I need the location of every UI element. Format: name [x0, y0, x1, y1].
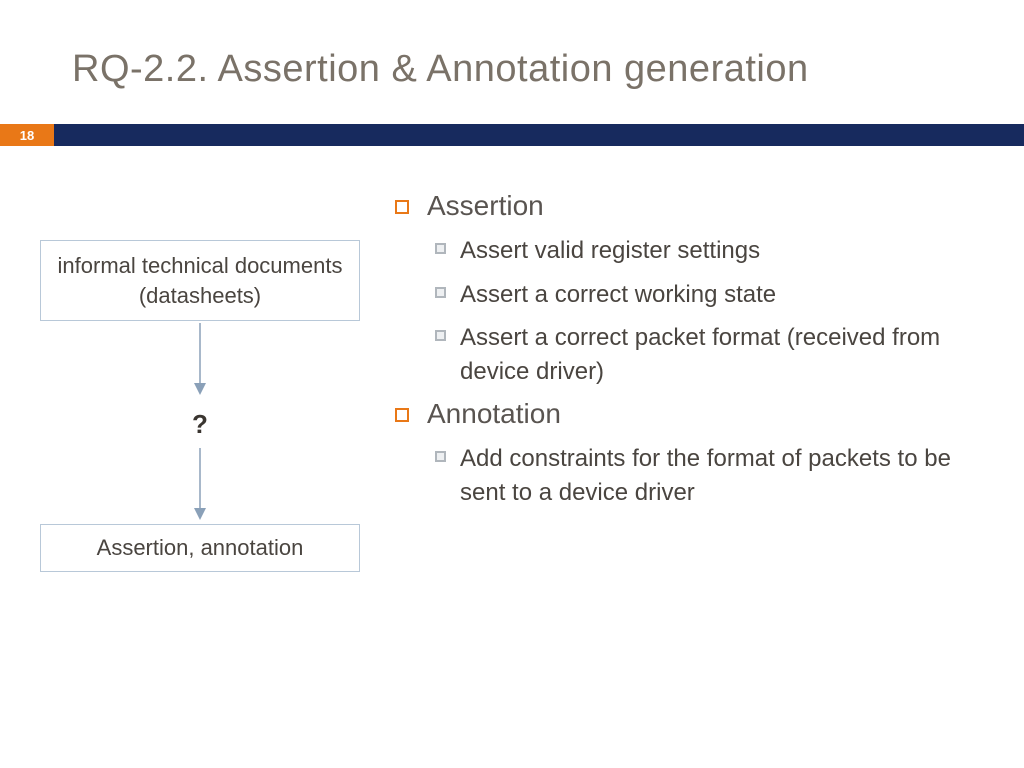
outline-item: Assertion: [395, 190, 985, 222]
page-number-badge: 18: [0, 124, 54, 146]
header-bar-fill: [54, 124, 1024, 146]
outline-l2-text: Add constraints for the format of packet…: [460, 442, 985, 509]
outline-subitem: Assert a correct packet format (received…: [435, 321, 985, 388]
outline-subitem: Assert valid register settings: [435, 234, 985, 268]
slide-title: RQ-2.2. Assertion & Annotation generatio…: [72, 48, 809, 91]
sub-square-bullet-icon: [435, 330, 446, 341]
outline-item: Annotation: [395, 398, 985, 430]
outline-l2-text: Assert a correct working state: [460, 278, 776, 312]
sub-square-bullet-icon: [435, 243, 446, 254]
outline-l1-label: Assertion: [427, 190, 544, 222]
diagram-top-box: informal technical documents (datasheets…: [40, 240, 360, 321]
diagram-bottom-box: Assertion, annotation: [40, 524, 360, 572]
header-bar: 18: [0, 124, 1024, 146]
outline-l2-text: Assert a correct packet format (received…: [460, 321, 985, 388]
outline-l2-text: Assert valid register settings: [460, 234, 760, 268]
square-bullet-icon: [395, 200, 409, 214]
outline-subitem: Add constraints for the format of packet…: [435, 442, 985, 509]
diagram-arrow-1: [40, 321, 360, 399]
sub-square-bullet-icon: [435, 287, 446, 298]
square-bullet-icon: [395, 408, 409, 422]
diagram-arrow-2: [40, 446, 360, 524]
diagram-question-mark: ?: [40, 409, 360, 440]
sub-square-bullet-icon: [435, 451, 446, 462]
outline-content: Assertion Assert valid register settings…: [395, 190, 985, 520]
outline-subitem: Assert a correct working state: [435, 278, 985, 312]
outline-l1-label: Annotation: [427, 398, 561, 430]
flow-diagram: informal technical documents (datasheets…: [40, 240, 360, 572]
